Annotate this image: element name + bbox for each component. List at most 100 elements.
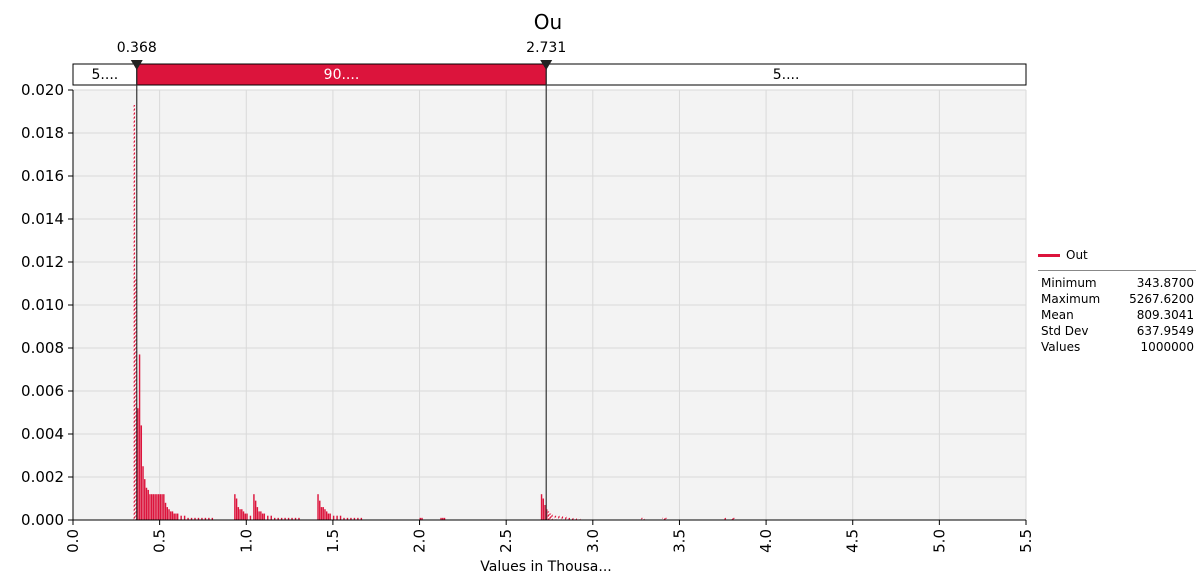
histogram-bar	[173, 513, 175, 520]
histogram-bar	[320, 507, 323, 520]
histogram-bar	[249, 515, 252, 520]
histogram-bar	[572, 517, 574, 520]
histogram-bar	[298, 517, 300, 520]
histogram-bar	[287, 517, 290, 520]
histogram-bar	[273, 517, 276, 520]
stats-label: Minimum	[1041, 276, 1097, 290]
histogram-bar	[152, 494, 155, 520]
y-tick-label: 0.006	[21, 382, 64, 400]
histogram-bar	[442, 517, 444, 520]
histogram-bar	[343, 517, 345, 520]
histogram-bar	[346, 517, 349, 520]
x-tick-label: 3.5	[670, 529, 688, 553]
y-tick-label: 0.018	[21, 124, 64, 142]
histogram-bar	[544, 504, 546, 520]
legend-panel: Out Minimum 343.8700 Maximum 5267.6200 Mean 8…	[1038, 246, 1198, 355]
delimiter-handle-icon	[540, 60, 553, 70]
histogram-bar	[161, 494, 163, 520]
series-swatch	[1038, 253, 1060, 257]
histogram-bar	[294, 517, 297, 520]
x-tick-label: 5.0	[930, 529, 948, 553]
histogram-bar	[175, 513, 177, 520]
histogram-bar	[357, 517, 359, 520]
histogram-bar	[421, 517, 423, 520]
stats-value: 5267.6200	[1129, 292, 1194, 306]
histogram-bar	[578, 517, 581, 520]
x-tick-label: 0.5	[151, 529, 169, 553]
histogram-bar	[542, 498, 545, 520]
stats-row: Minimum 343.8700	[1038, 275, 1198, 291]
legend-entry-out[interactable]: Out	[1038, 246, 1198, 264]
histogram-bar	[549, 513, 551, 520]
histogram-bar	[443, 517, 446, 520]
histogram-bar	[561, 515, 564, 520]
histogram-bar	[244, 513, 246, 520]
histogram-bar	[277, 517, 279, 520]
legend-divider	[1038, 270, 1196, 271]
histogram-bar	[327, 513, 330, 520]
histogram-bar	[201, 517, 203, 520]
y-tick-label: 0.016	[21, 167, 64, 185]
histogram-bar	[140, 425, 143, 520]
stats-row: Std Dev 637.9549	[1038, 323, 1198, 339]
histogram-bar	[154, 494, 156, 520]
histogram-bar	[724, 517, 726, 520]
y-tick-label: 0.000	[21, 511, 64, 529]
histogram-bar	[190, 517, 193, 520]
y-tick-label: 0.004	[21, 425, 64, 443]
x-tick-label: 4.0	[757, 529, 775, 553]
x-tick-label: 5.5	[1017, 529, 1035, 553]
histogram-bar	[170, 511, 172, 520]
histogram-bar	[256, 507, 259, 520]
range-bar: 5.... 90.... 5....	[72, 63, 1027, 86]
histogram-bar	[284, 517, 286, 520]
histogram-bar	[142, 466, 144, 520]
histogram-bar	[254, 500, 257, 520]
histogram-bar	[166, 507, 168, 520]
y-tick-label: 0.008	[21, 339, 64, 357]
y-tick-label: 0.002	[21, 468, 64, 486]
histogram-bar	[575, 517, 577, 520]
histogram-bar	[329, 513, 331, 520]
histogram-bar	[324, 509, 326, 520]
x-tick-label: 2.0	[411, 529, 429, 553]
y-tick-label: 0.010	[21, 296, 64, 314]
histogram-bar	[211, 517, 214, 520]
x-tick-label: 1.0	[237, 529, 255, 553]
histogram-bar	[319, 500, 321, 520]
stats-label: Std Dev	[1041, 324, 1089, 338]
chart-title: Ou	[534, 10, 562, 34]
histogram-bar	[731, 517, 733, 520]
histogram-bar	[568, 517, 570, 520]
histogram-bar	[565, 515, 567, 520]
histogram-bar	[137, 408, 139, 520]
histogram-bar	[261, 513, 264, 520]
delimiter-markers[interactable]: 0.368 2.731	[117, 40, 567, 520]
histogram-bar	[208, 517, 210, 520]
stats-label: Values	[1041, 340, 1081, 354]
x-tick-label: 4.5	[844, 529, 862, 553]
histogram-bar	[291, 517, 293, 520]
delimiter-handle-icon	[130, 60, 143, 70]
histogram-bar	[204, 517, 207, 520]
x-tick-label: 0.0	[64, 529, 82, 553]
histogram-bar	[242, 511, 245, 520]
y-tick-label: 0.014	[21, 210, 64, 228]
stats-row: Mean 809.3041	[1038, 307, 1198, 323]
histogram-bar	[180, 515, 182, 520]
histogram-bar	[138, 354, 141, 520]
y-tick-label: 0.012	[21, 253, 64, 271]
histogram-bar	[157, 494, 160, 520]
stats-label: Maximum	[1041, 292, 1101, 306]
x-tick-label: 1.5	[324, 529, 342, 553]
histogram-bar	[280, 517, 283, 520]
histogram-bar	[353, 517, 356, 520]
range-segment-label: 5....	[92, 67, 119, 83]
stats-value: 343.8700	[1136, 276, 1194, 290]
range-segment-label: 90....	[324, 67, 360, 83]
histogram-bar	[176, 513, 179, 520]
x-axis-title: Values in Thousa...	[480, 559, 612, 575]
delimiter-value-label: 0.368	[117, 40, 157, 56]
statistics-table: Minimum 343.8700 Maximum 5267.6200 Mean 809.3…	[1038, 275, 1198, 355]
